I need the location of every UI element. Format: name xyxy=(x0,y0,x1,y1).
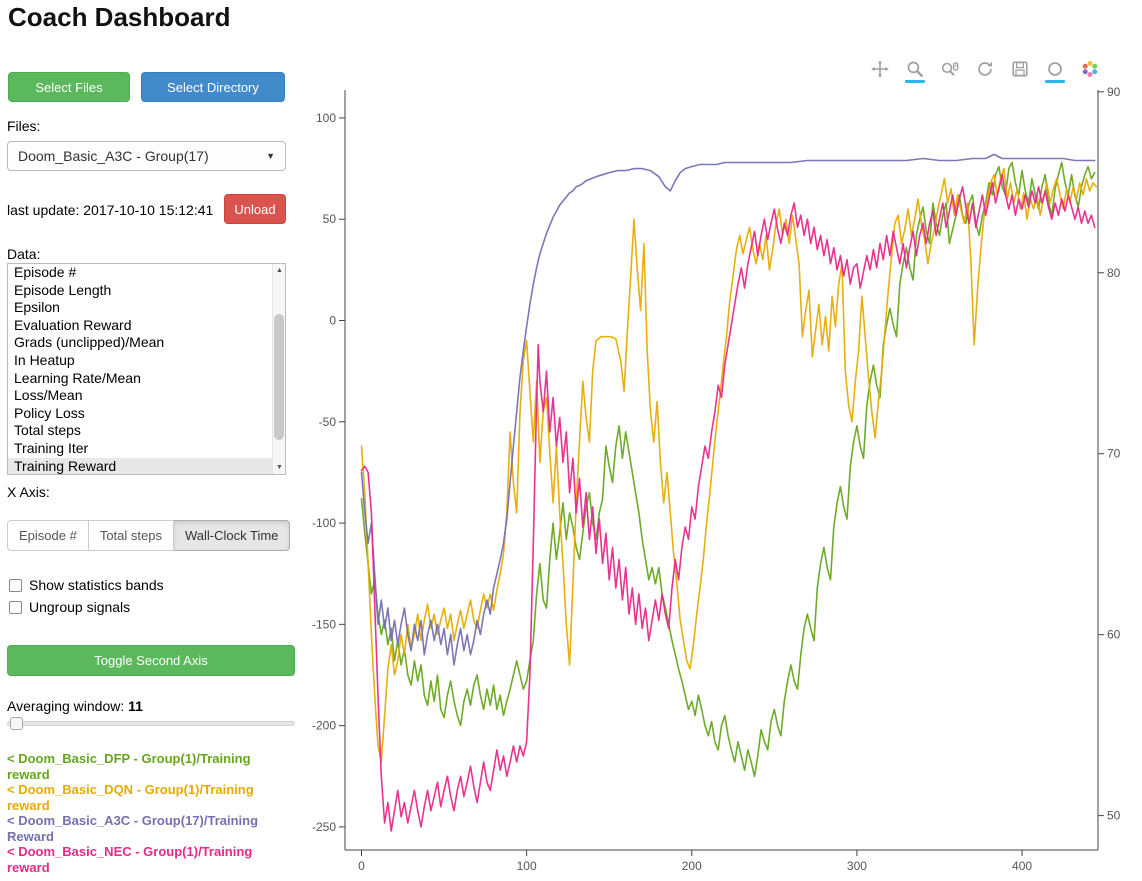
checkbox-ungroup-signals[interactable]: Ungroup signals xyxy=(9,596,164,618)
files-label: Files: xyxy=(7,118,41,134)
y2-tick-label: 80 xyxy=(1107,266,1121,280)
data-list-item[interactable]: Episode Length xyxy=(14,281,112,298)
x-tick-label: 100 xyxy=(517,859,537,873)
data-list-item[interactable]: Evaluation Reward xyxy=(14,316,132,333)
data-list-item[interactable]: Training Iter xyxy=(14,439,89,456)
x-tick-label: 0 xyxy=(358,859,365,873)
bokeh-toolbar xyxy=(870,60,1100,83)
bokeh-logo[interactable] xyxy=(1080,60,1100,78)
pan-tool-icon[interactable] xyxy=(870,60,890,78)
y2-tick-label: 90 xyxy=(1107,85,1121,99)
select-directory-button[interactable]: Select Directory xyxy=(141,72,285,102)
x-tick-label: 400 xyxy=(1012,859,1032,873)
series-line-doom-basic-nec-group-1-training-reward xyxy=(360,173,1096,832)
y-tick-label: 0 xyxy=(329,314,336,328)
data-list-item[interactable]: In Heatup xyxy=(14,351,75,368)
slider-handle[interactable] xyxy=(10,717,23,730)
files-dropdown-value: Doom_Basic_A3C - Group(17) xyxy=(18,148,209,164)
list-scrollbar[interactable]: ▲ ▼ xyxy=(272,264,285,474)
legend-item[interactable]: < Doom_Basic_DFP - Group(1)/Training rew… xyxy=(7,751,251,782)
data-list-item[interactable]: Learning Rate/Mean xyxy=(14,369,141,386)
data-list-item[interactable]: Episode # xyxy=(14,264,77,280)
y-tick-label: 100 xyxy=(316,111,336,125)
last-update-text: last update: 2017-10-10 15:12:41 xyxy=(7,202,214,218)
y-tick-label: -100 xyxy=(312,516,336,530)
hover-tool-icon[interactable] xyxy=(1045,60,1065,83)
training-reward-plot[interactable]: 100 50 0 -50 -100 -150 -200 -250 90 80 70 60 50 0 100 2… xyxy=(300,55,1142,881)
series-line-doom-basic-a3c-group-17-training-reward xyxy=(360,153,1096,666)
y2-tick-label: 70 xyxy=(1107,447,1121,461)
y-tick-label: -200 xyxy=(312,719,336,733)
checkbox-label: Show statistics bands xyxy=(29,577,164,593)
chart-panel: 100 50 0 -50 -100 -150 -200 -250 90 80 70 60 50 0 100 2… xyxy=(300,55,1142,881)
scroll-down-icon[interactable]: ▼ xyxy=(276,464,283,471)
x-axis-option-episode[interactable]: Episode # xyxy=(7,520,89,551)
wheel-zoom-tool-icon[interactable] xyxy=(940,60,960,78)
files-dropdown[interactable]: Doom_Basic_A3C - Group(17) ▼ xyxy=(7,141,286,171)
y-tick-label: 50 xyxy=(323,212,337,226)
page-title: Coach Dashboard xyxy=(8,2,231,32)
y-tick-label: -250 xyxy=(312,820,336,834)
legend-item[interactable]: < Doom_Basic_NEC - Group(1)/Training rew… xyxy=(7,844,253,875)
data-list-item[interactable]: Loss/Mean xyxy=(14,387,83,404)
data-label: Data: xyxy=(7,246,41,262)
chevron-down-icon: ▼ xyxy=(266,151,275,161)
scroll-up-icon[interactable]: ▲ xyxy=(276,267,283,274)
checkbox-label: Ungroup signals xyxy=(29,599,131,615)
data-list-item[interactable]: Training Reward xyxy=(8,457,272,474)
select-files-button[interactable]: Select Files xyxy=(8,72,130,102)
save-tool-icon[interactable] xyxy=(1010,60,1030,78)
checkbox-icon[interactable] xyxy=(9,578,22,592)
x-axis-option-total-steps[interactable]: Total steps xyxy=(88,520,174,551)
x-axis-option-wall-clock-time[interactable]: Wall-Clock Time xyxy=(173,520,291,551)
data-list-item[interactable]: Total steps xyxy=(14,422,81,439)
y2-tick-label: 60 xyxy=(1107,628,1121,642)
data-signal-list[interactable]: Episode # Episode Length Epsilon Evaluation… xyxy=(7,263,286,475)
legend-item[interactable]: < Doom_Basic_DQN - Group(1)/Training rew… xyxy=(7,782,254,813)
box-zoom-tool-icon[interactable] xyxy=(905,60,925,83)
averaging-window-slider[interactable] xyxy=(7,717,295,730)
series-line-doom-basic-dfp-group-1-training-reward xyxy=(360,161,1096,778)
y-tick-label: -50 xyxy=(319,415,337,429)
toggle-second-axis-button[interactable]: Toggle Second Axis xyxy=(7,645,295,676)
series-line-doom-basic-dqn-group-1-training-reward xyxy=(360,167,1098,763)
x-axis-button-group: Episode # Total steps Wall-Clock Time xyxy=(7,520,291,551)
averaging-window-label: Averaging window: 11 xyxy=(7,698,143,714)
legend-item[interactable]: < Doom_Basic_A3C - Group(17)/Training Re… xyxy=(7,813,259,844)
reset-tool-icon[interactable] xyxy=(975,60,995,78)
x-tick-label: 300 xyxy=(847,859,867,873)
data-list-item[interactable]: Grads (unclipped)/Mean xyxy=(14,334,165,351)
checkbox-show-statistics-bands[interactable]: Show statistics bands xyxy=(9,574,164,596)
scrollbar-thumb[interactable] xyxy=(274,314,284,440)
series-legend: < Doom_Basic_DFP - Group(1)/Training rew… xyxy=(7,751,283,875)
y2-tick-label: 50 xyxy=(1107,809,1121,823)
y-tick-label: -150 xyxy=(312,617,336,631)
unload-button[interactable]: Unload xyxy=(224,194,286,224)
x-axis-label: X Axis: xyxy=(7,484,50,500)
averaging-window-value: 11 xyxy=(128,698,143,714)
x-tick-label: 200 xyxy=(682,859,702,873)
data-list-item[interactable]: Epsilon xyxy=(14,299,60,316)
checkbox-icon[interactable] xyxy=(9,600,22,614)
data-list-item[interactable]: Policy Loss xyxy=(14,404,85,421)
options-checkbox-group: Show statistics bands Ungroup signals xyxy=(9,574,164,618)
